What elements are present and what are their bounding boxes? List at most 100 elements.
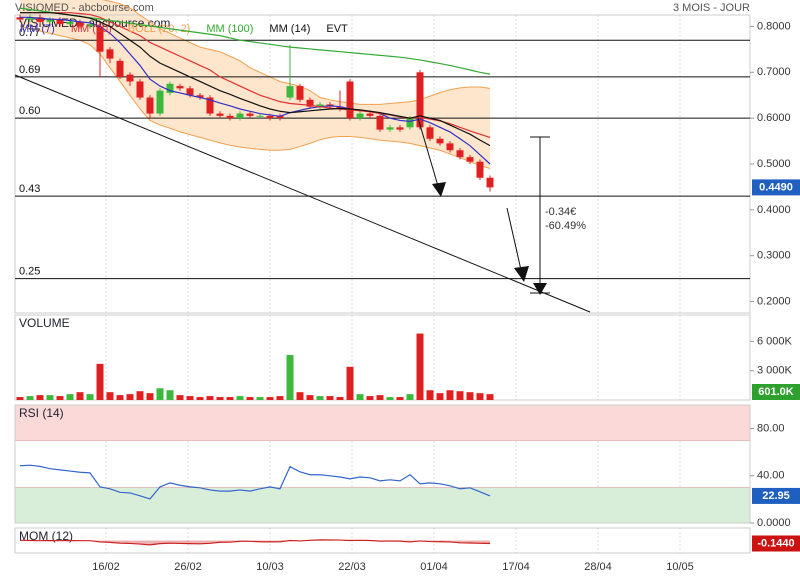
candle-body (66, 21, 74, 25)
candle-body (36, 17, 44, 22)
candle-body (356, 113, 364, 119)
candle-body (466, 157, 474, 162)
volume-bar (46, 395, 54, 400)
panel-title: MOM (12) (19, 529, 73, 543)
volume-bar (146, 393, 154, 400)
panel-title: VOLUME (19, 316, 70, 330)
y-tick-label: 0.3000 (757, 250, 791, 262)
volume-bar (436, 393, 444, 400)
candle-body (116, 60, 124, 77)
rsi-panel (14, 404, 751, 524)
x-tick-label: 10/05 (666, 561, 694, 573)
volume-bar (426, 390, 434, 400)
candle-body (336, 106, 344, 109)
value-badge (752, 535, 800, 552)
annotation: -0.34€ (545, 206, 576, 218)
y-tick-label: 3 000K (757, 365, 793, 377)
candle-body (456, 150, 464, 158)
background-layer (14, 0, 751, 553)
volume-bar (326, 396, 334, 400)
candle-body (386, 127, 394, 130)
volume-bar (36, 395, 44, 400)
candle-body (166, 83, 174, 93)
candle-body (316, 104, 324, 107)
volume-bar (136, 391, 144, 400)
candle-body (396, 127, 404, 130)
candle-body (216, 113, 224, 116)
x-tick-label: 22/03 (338, 561, 366, 573)
band-lower (19, 25, 491, 170)
volume-bar (76, 392, 84, 400)
candle-body (416, 72, 424, 128)
y-tick-label: 0.6000 (757, 112, 791, 124)
candle-body (186, 88, 194, 96)
zone (14, 404, 751, 441)
candle-body (76, 21, 84, 27)
arrow-head (432, 182, 446, 197)
legend-entry: MM (100) (206, 23, 253, 35)
trend-line (14, 74, 591, 313)
volume-bar (316, 396, 324, 400)
candle-body (96, 26, 104, 52)
candle-body (206, 97, 214, 114)
candle-body (56, 19, 64, 25)
y-tick-label: 0.4000 (757, 204, 791, 216)
legend-entry: MM (14) (269, 23, 310, 35)
candle-body (106, 49, 114, 59)
legend-entry: EVT (326, 23, 348, 35)
volume-bar (96, 363, 104, 400)
volume-bar (356, 394, 364, 400)
value-badge (752, 487, 800, 504)
x-tick-label: 28/04 (584, 561, 612, 573)
candle-body (346, 81, 354, 119)
candle-body (236, 113, 244, 119)
mom-panel (14, 527, 751, 554)
candle-body (246, 113, 254, 116)
volume-bar (206, 396, 214, 400)
volume-bar (106, 392, 114, 400)
volume-bar (256, 397, 264, 400)
y-tick-label: 40.00 (757, 470, 785, 482)
candle-body (86, 24, 94, 27)
legend-entry: BOLL (20, 2) (128, 23, 191, 35)
rsi-line (19, 464, 491, 500)
arrow-head (533, 283, 547, 295)
volume-bar (16, 397, 24, 400)
volume-bar (266, 397, 274, 400)
volume-bar (306, 395, 314, 400)
value-badge-label: 0.4490 (759, 181, 793, 193)
candle-body (306, 99, 314, 107)
candle-body (46, 19, 54, 22)
level-label: 0.25 (19, 266, 40, 278)
value-badge-label: 22.95 (762, 490, 790, 502)
candle-body (16, 17, 24, 20)
candle-body (476, 161, 484, 178)
volume-bar (166, 390, 174, 400)
y-tick-label: 0.2000 (757, 295, 791, 307)
band-upper (102, 0, 491, 105)
candle-body (226, 115, 234, 119)
candle-body (156, 90, 164, 114)
legend-entry: MM (7) (20, 23, 55, 35)
candle-body (426, 127, 434, 139)
candle-body (366, 113, 374, 116)
candle-body (436, 138, 444, 144)
volume-bar (116, 395, 124, 400)
volume-bar (416, 333, 424, 400)
arrow (417, 117, 439, 187)
candle-body (296, 86, 304, 100)
value-badge-label: 601.0K (758, 386, 794, 398)
candle-body (146, 97, 154, 114)
chart-title: VISIOMED - abcbourse.com (15, 2, 154, 14)
level-label: 0.77 (19, 27, 40, 39)
chart-subtitle: 3 MOIS - JOUR (673, 2, 750, 14)
y-tick-label: 0.8000 (757, 20, 791, 32)
volume-bar (66, 394, 74, 400)
volume-bar (386, 397, 394, 400)
level-label: 0.43 (19, 183, 40, 195)
volume-bar (196, 397, 204, 400)
candle-body (136, 81, 144, 98)
value-badge-label: -0.1440 (757, 537, 794, 549)
